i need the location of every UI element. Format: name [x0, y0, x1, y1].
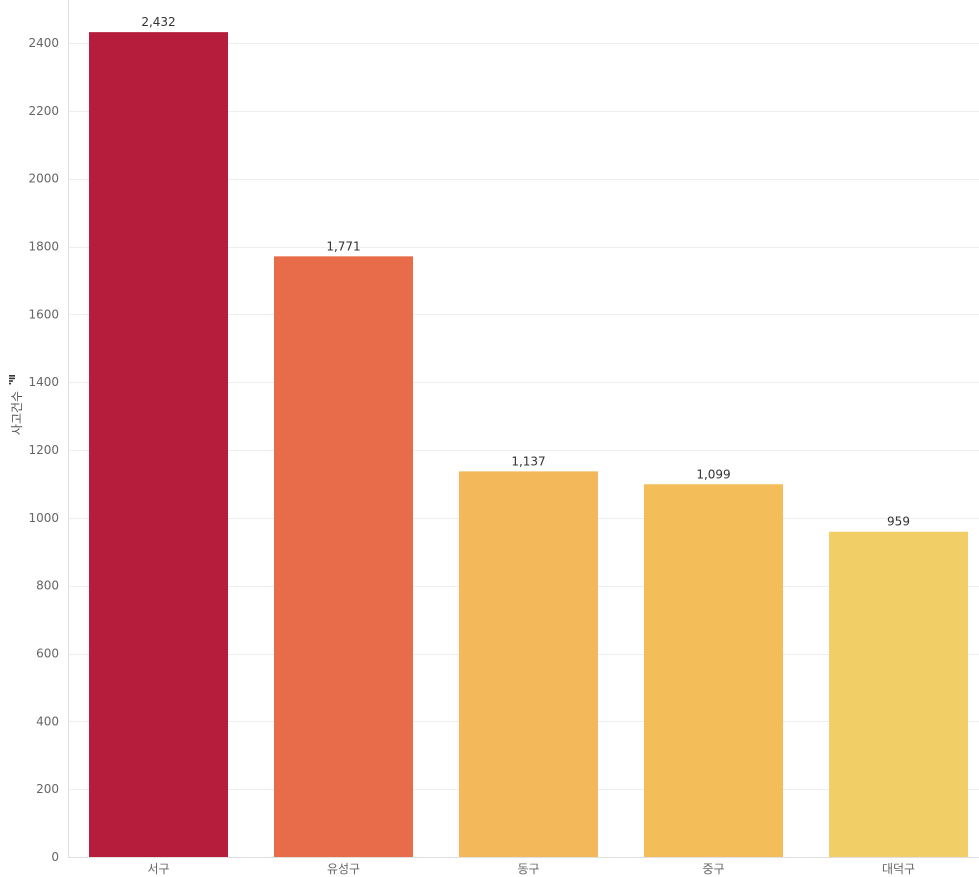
data-label: 1,771 — [326, 239, 360, 253]
x-tick-label[interactable]: 동구 — [517, 862, 539, 876]
axes — [68, 0, 979, 858]
y-tick-label: 2000 — [28, 172, 59, 186]
y-tick-label: 0 — [51, 850, 59, 864]
x-tick-label[interactable]: 중구 — [702, 862, 724, 876]
y-tick-label: 1000 — [28, 511, 59, 525]
bars — [89, 32, 968, 858]
y-tick-label: 200 — [36, 782, 59, 796]
data-labels: 2,432 1,771 1,137 1,099 959 — [141, 15, 910, 529]
sort-icon[interactable] — [9, 375, 15, 385]
bar[interactable] — [829, 531, 968, 857]
y-axis-title[interactable]: 사고건수 — [10, 391, 24, 435]
bar[interactable] — [274, 256, 413, 858]
x-tick-label[interactable]: 서구 — [147, 862, 169, 876]
y-tick-label: 600 — [36, 647, 59, 661]
y-tick-label: 1600 — [28, 307, 59, 321]
data-label: 2,432 — [141, 15, 175, 29]
y-tick-label: 2200 — [28, 104, 59, 118]
data-label: 1,099 — [696, 467, 730, 481]
y-tick-label: 1400 — [28, 375, 59, 389]
x-tick-labels: 서구 유성구 동구 중구 대덕구 — [147, 862, 915, 876]
y-tick-label: 400 — [36, 714, 59, 728]
data-label: 1,137 — [511, 454, 545, 468]
x-tick-label[interactable]: 유성구 — [327, 862, 360, 876]
bar[interactable] — [89, 32, 228, 857]
y-axis-title-group[interactable]: 사고건수 — [9, 375, 24, 435]
y-tick-label: 2400 — [28, 36, 59, 50]
bar[interactable] — [644, 484, 783, 857]
y-tick-labels: 0 200 400 600 800 1000 1200 1400 1600 1800 2000 220… — [28, 36, 59, 864]
y-tick-label: 800 — [36, 579, 59, 593]
y-tick-label: 1200 — [28, 443, 59, 457]
data-label: 959 — [887, 515, 910, 529]
bar[interactable] — [459, 471, 598, 857]
y-tick-label: 1800 — [28, 240, 59, 254]
x-tick-label[interactable]: 대덕구 — [882, 862, 915, 876]
